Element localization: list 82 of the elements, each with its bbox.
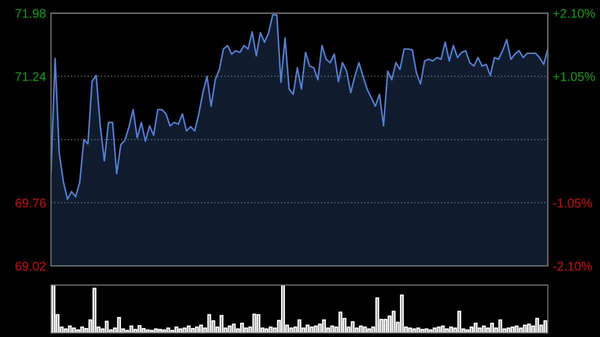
bar <box>428 329 432 333</box>
bar <box>400 294 404 333</box>
bar <box>256 314 260 333</box>
bar <box>240 322 244 333</box>
y2-tick-label: +1.05% <box>553 72 595 81</box>
bar <box>228 326 232 333</box>
bar <box>440 326 445 333</box>
bar <box>268 326 273 333</box>
bar <box>232 324 236 333</box>
bar <box>424 328 428 333</box>
bar <box>392 310 396 333</box>
bar <box>178 328 182 333</box>
bar <box>170 330 174 333</box>
bar <box>535 318 540 333</box>
y2-tick-label: -1.05% <box>553 198 592 208</box>
bar <box>207 314 212 333</box>
y-tick-label: 69.02 <box>15 262 46 271</box>
bar <box>72 327 76 333</box>
bar <box>474 322 478 333</box>
bar <box>408 327 412 333</box>
bar <box>338 312 342 333</box>
bar <box>510 326 514 333</box>
bar <box>310 326 314 333</box>
bar <box>432 327 437 333</box>
bar <box>252 314 256 333</box>
bar <box>367 328 372 333</box>
bar <box>466 329 470 333</box>
bar <box>470 326 474 333</box>
bar <box>358 326 363 333</box>
bar <box>166 327 170 333</box>
y2-tick-label: +2.10% <box>553 8 595 18</box>
bar <box>129 326 134 333</box>
bar <box>436 326 441 333</box>
bar <box>445 328 449 333</box>
bar <box>518 327 523 333</box>
bar <box>158 328 162 333</box>
bar <box>506 327 510 333</box>
bar <box>490 322 494 333</box>
bar <box>199 324 203 333</box>
y2-tick-label: -2.10% <box>553 262 592 271</box>
bar <box>330 326 334 333</box>
bar <box>412 328 416 333</box>
bar <box>186 326 191 333</box>
bar <box>195 326 199 333</box>
bar <box>322 319 326 333</box>
bar <box>527 324 531 333</box>
bar <box>80 326 84 333</box>
bar <box>384 318 388 333</box>
bar <box>449 326 453 333</box>
bar <box>306 324 310 333</box>
bar <box>142 328 146 333</box>
bar <box>76 329 80 333</box>
bar <box>318 324 322 333</box>
bar <box>182 327 187 333</box>
bar <box>498 319 502 333</box>
bar <box>482 326 486 333</box>
bar <box>220 315 224 333</box>
y-tick-label: 69.76 <box>15 198 46 208</box>
bar <box>117 316 121 333</box>
y-tick-label: 71.98 <box>16 8 46 18</box>
bar <box>420 328 424 333</box>
bar <box>522 324 527 333</box>
bar <box>154 328 158 333</box>
bar <box>190 328 195 333</box>
bar <box>363 326 367 333</box>
bar <box>281 285 285 333</box>
bar <box>162 329 166 333</box>
bar <box>416 327 420 333</box>
bar <box>375 297 380 333</box>
bar <box>297 319 302 333</box>
bar <box>68 326 72 333</box>
bar <box>457 310 462 333</box>
bar <box>174 326 178 333</box>
y-tick-label: 71.24 <box>16 72 46 81</box>
bar <box>134 328 138 333</box>
bar <box>138 325 142 333</box>
bar <box>514 326 519 333</box>
bar <box>264 328 269 333</box>
bar <box>314 326 318 333</box>
bar <box>289 327 294 333</box>
bar <box>150 330 154 333</box>
bar <box>92 288 96 333</box>
